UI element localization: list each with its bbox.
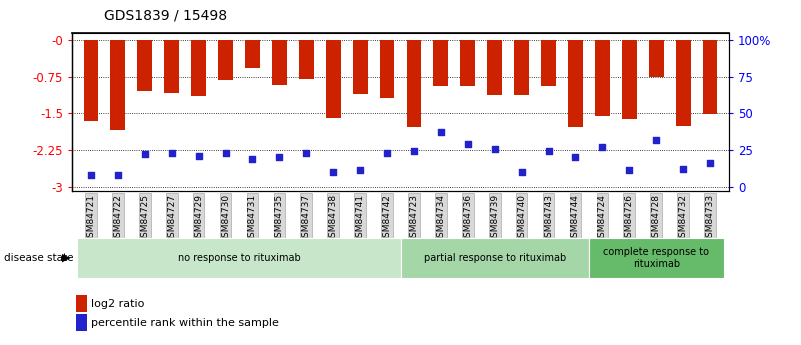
Bar [245, 40, 260, 68]
Text: GSM84728: GSM84728 [652, 194, 661, 243]
Point [434, 130, 447, 135]
Point [515, 169, 528, 175]
Point [569, 155, 582, 160]
Bar [299, 40, 314, 79]
Text: GSM84736: GSM84736 [463, 194, 473, 243]
Point [85, 172, 98, 178]
Point [192, 153, 205, 159]
Point [380, 150, 393, 156]
Point [542, 149, 555, 154]
Text: disease state: disease state [4, 253, 74, 263]
Bar [191, 40, 206, 96]
Text: complete response to
rituximab: complete response to rituximab [603, 247, 709, 269]
Point [650, 137, 662, 142]
Bar [487, 40, 502, 95]
Point [354, 168, 367, 173]
Text: GSM84744: GSM84744 [571, 194, 580, 243]
Text: GSM84732: GSM84732 [678, 194, 687, 243]
Point [677, 166, 690, 172]
Bar [111, 40, 125, 130]
Text: GSM84743: GSM84743 [544, 194, 553, 243]
Text: ▶: ▶ [62, 253, 70, 263]
Bar [702, 40, 718, 114]
Point [703, 160, 716, 166]
Text: GSM84726: GSM84726 [625, 194, 634, 243]
Bar [461, 40, 475, 87]
Text: GSM84740: GSM84740 [517, 194, 526, 243]
Text: GSM84741: GSM84741 [356, 194, 364, 243]
Point [139, 151, 151, 157]
Point [623, 168, 636, 173]
Bar [164, 40, 179, 93]
Text: GSM84742: GSM84742 [383, 194, 392, 243]
Bar [676, 40, 690, 126]
Bar [137, 40, 152, 91]
Text: GSM84738: GSM84738 [328, 194, 338, 243]
Text: GSM84731: GSM84731 [248, 194, 257, 243]
Point [246, 156, 259, 161]
Text: percentile rank within the sample: percentile rank within the sample [91, 318, 279, 327]
Bar [407, 40, 421, 127]
Text: GSM84733: GSM84733 [706, 194, 714, 243]
Point [300, 150, 312, 156]
Text: GSM84730: GSM84730 [221, 194, 230, 243]
Bar [326, 40, 340, 118]
Bar [352, 40, 368, 94]
Point [219, 150, 232, 156]
Bar [541, 40, 556, 87]
Bar [649, 40, 664, 77]
Bar [272, 40, 287, 85]
Bar [433, 40, 449, 87]
Bar [514, 40, 529, 95]
Bar [380, 40, 394, 98]
Text: GSM84739: GSM84739 [490, 194, 499, 243]
Point [489, 146, 501, 151]
Point [408, 149, 421, 154]
Text: GSM84722: GSM84722 [114, 194, 123, 243]
Text: GSM84721: GSM84721 [87, 194, 95, 243]
Bar [595, 40, 610, 116]
Text: GSM84729: GSM84729 [194, 194, 203, 243]
Bar [218, 40, 233, 80]
Point [461, 141, 474, 147]
Text: GSM84723: GSM84723 [409, 194, 418, 243]
Text: GSM84724: GSM84724 [598, 194, 607, 243]
Text: partial response to rituximab: partial response to rituximab [424, 253, 566, 263]
Bar [622, 40, 637, 119]
Point [596, 144, 609, 150]
Text: GSM84725: GSM84725 [140, 194, 149, 243]
Text: no response to rituximab: no response to rituximab [178, 253, 300, 263]
Text: GSM84727: GSM84727 [167, 194, 176, 243]
Text: GDS1839 / 15498: GDS1839 / 15498 [104, 9, 227, 23]
Text: GSM84734: GSM84734 [437, 194, 445, 243]
Point [111, 172, 124, 178]
Point [273, 155, 286, 160]
Text: GSM84737: GSM84737 [302, 194, 311, 243]
Point [165, 150, 178, 156]
Text: log2 ratio: log2 ratio [91, 299, 144, 308]
Text: GSM84735: GSM84735 [275, 194, 284, 243]
Point [327, 169, 340, 175]
Bar [83, 40, 99, 121]
Bar [568, 40, 583, 127]
